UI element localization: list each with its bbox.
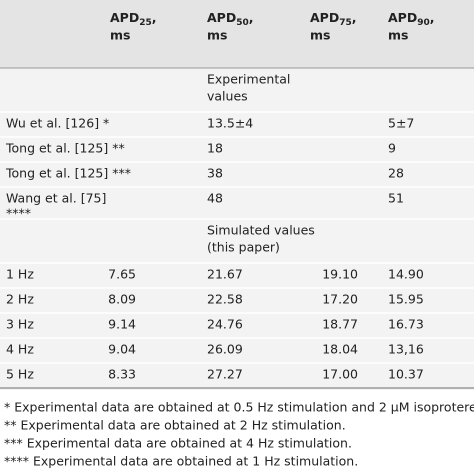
header-base: APD xyxy=(310,10,339,25)
cell: 13,16 xyxy=(388,342,424,357)
header-suffix: , xyxy=(352,10,357,25)
cell: 19.10 xyxy=(322,267,358,282)
cell: 9 xyxy=(388,141,396,156)
column-header: APD90, xyxy=(388,10,435,28)
cell: 9.04 xyxy=(108,342,136,357)
column-header: APD75, xyxy=(310,10,357,28)
column-header-unit: ms xyxy=(310,28,330,43)
cell: 51 xyxy=(388,191,404,206)
header-base: APD xyxy=(388,10,417,25)
body-background xyxy=(0,68,474,390)
column-header: APD25, xyxy=(110,10,157,28)
row-label: 2 Hz xyxy=(6,292,34,307)
cell: 10.37 xyxy=(388,367,424,382)
footnote: ** Experimental data are obtained at 2 H… xyxy=(4,418,346,433)
cell: 21.67 xyxy=(207,267,243,282)
cell: 18.77 xyxy=(322,317,358,332)
footnote: * Experimental data are obtained at 0.5 … xyxy=(4,400,474,415)
header-base: APD xyxy=(207,10,236,25)
row-label: 3 Hz xyxy=(6,317,34,332)
row-label: 1 Hz xyxy=(6,267,34,282)
row-note: **** xyxy=(6,206,31,221)
cell: 38 xyxy=(207,166,223,181)
column-header-unit: ms xyxy=(207,28,227,43)
header-subscript: 90 xyxy=(417,18,430,28)
cell: 17.20 xyxy=(322,292,358,307)
cell: 9.14 xyxy=(108,317,136,332)
cell: 15.95 xyxy=(388,292,424,307)
column-header: APD50, xyxy=(207,10,254,28)
header-background xyxy=(0,0,474,68)
row-label: Wu et al. [126] * xyxy=(6,116,109,131)
section-label: Simulated values xyxy=(207,223,315,238)
footnote: **** Experimental data are obtained at 1… xyxy=(4,454,358,469)
row-label: Wang et al. [75] xyxy=(6,191,106,206)
cell: 5±7 xyxy=(388,116,414,131)
footnote: *** Experimental data are obtained at 4 … xyxy=(4,436,352,451)
header-subscript: 50 xyxy=(236,18,249,28)
header-suffix: , xyxy=(430,10,435,25)
cell: 24.76 xyxy=(207,317,243,332)
row-label: Tong et al. [125] *** xyxy=(5,166,131,181)
cell: 16.73 xyxy=(388,317,424,332)
cell: 22.58 xyxy=(207,292,243,307)
column-header-unit: ms xyxy=(388,28,408,43)
cell: 18.04 xyxy=(322,342,358,357)
cell: 13.5±4 xyxy=(207,116,253,131)
cell: 26.09 xyxy=(207,342,243,357)
cell: 8.33 xyxy=(108,367,136,382)
section-label: Experimental xyxy=(207,72,290,87)
cell: 28 xyxy=(388,166,404,181)
header-subscript: 25 xyxy=(139,18,152,28)
section-label: (this paper) xyxy=(207,240,280,255)
header-suffix: , xyxy=(152,10,157,25)
header-base: APD xyxy=(110,10,139,25)
header-suffix: , xyxy=(249,10,254,25)
cell: 8.09 xyxy=(108,292,136,307)
cell: 7.65 xyxy=(108,267,136,282)
cell: 18 xyxy=(207,141,223,156)
section-label: values xyxy=(207,89,248,104)
cell: 14.90 xyxy=(388,267,424,282)
row-label: Tong et al. [125] ** xyxy=(5,141,125,156)
row-label: 4 Hz xyxy=(6,342,34,357)
cell: 17.00 xyxy=(322,367,358,382)
cell: 27.27 xyxy=(207,367,243,382)
header-subscript: 75 xyxy=(339,18,352,28)
cell: 48 xyxy=(207,191,223,206)
row-label: 5 Hz xyxy=(6,367,34,382)
column-header-unit: ms xyxy=(110,28,130,43)
